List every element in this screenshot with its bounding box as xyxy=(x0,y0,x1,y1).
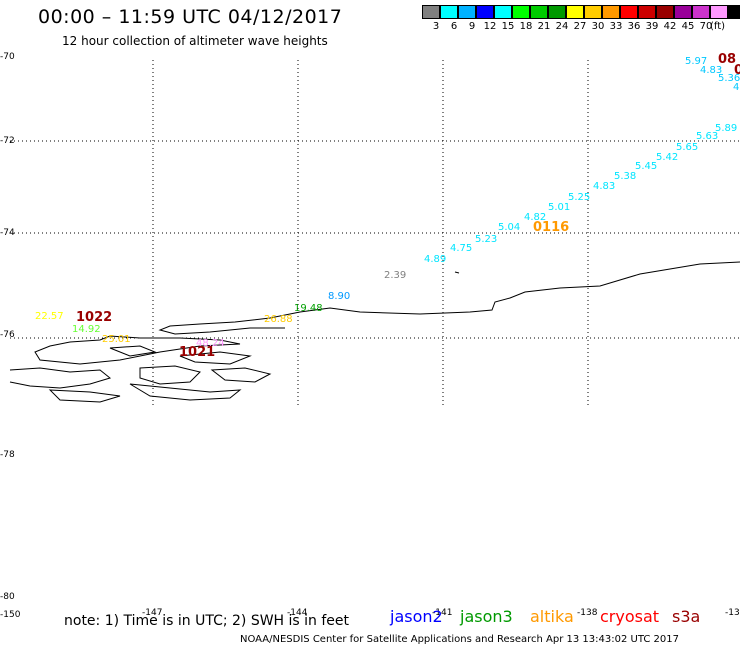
wave-height-value: 19.48 xyxy=(294,303,323,314)
wave-height-value: 5.89 xyxy=(715,123,738,134)
wave-height-value: 5.42 xyxy=(656,152,679,163)
color-swatch xyxy=(710,5,728,19)
wave-height-value: 4.89 xyxy=(424,254,447,265)
color-scale-labels: 3 6 9 12 15 18 21 24 27 30 33 36 39 42 45 70 xyxy=(422,21,740,35)
footer-note: note: 1) Time is in UTC; 2) SWH is in fe… xyxy=(64,613,350,629)
color-scale-label: 6 xyxy=(450,21,458,32)
color-swatch xyxy=(584,5,602,19)
wave-height-value: 5.36 xyxy=(718,73,740,84)
wave-height-value: 48.24 xyxy=(196,338,225,349)
color-scale-label: 36 xyxy=(627,21,641,32)
wave-height-value: 5.38 xyxy=(614,171,637,182)
wave-height-value: 25.01 xyxy=(102,334,131,345)
latitude-label: -78 xyxy=(0,450,15,460)
color-swatch xyxy=(566,5,584,19)
color-scale-label: 24 xyxy=(555,21,569,32)
latitude-label: -76 xyxy=(0,330,15,340)
wave-height-value: 4.75 xyxy=(450,243,473,254)
wave-height-value: 5.04 xyxy=(498,222,521,233)
color-scale-label: 70 xyxy=(699,21,713,32)
latitude-label: -80 xyxy=(0,592,15,602)
color-swatch xyxy=(476,5,494,19)
color-swatch xyxy=(512,5,530,19)
wave-height-value: 5.65 xyxy=(676,142,699,153)
color-scale-unit: (ft) xyxy=(710,21,726,32)
latitude-label: -72 xyxy=(0,136,15,146)
color-scale-label: 27 xyxy=(573,21,587,32)
latitude-label: -74 xyxy=(0,228,15,238)
color-scale-label: 30 xyxy=(591,21,605,32)
color-scale-label: 12 xyxy=(483,21,497,32)
wave-height-value: 5.25 xyxy=(568,192,591,203)
graticule xyxy=(10,60,740,405)
wave-height-value: 22.57 xyxy=(35,311,64,322)
latitude-label: -70 xyxy=(0,52,15,62)
color-scale-label: 3 xyxy=(432,21,440,32)
wave-height-value: 2.39 xyxy=(384,270,407,281)
credit-line: NOAA/NESDIS Center for Satellite Applica… xyxy=(240,634,679,645)
wave-height-value: 14.92 xyxy=(72,324,101,335)
wave-height-value: 8.90 xyxy=(328,291,351,302)
wave-height-value: 26.88 xyxy=(264,314,293,325)
color-swatch xyxy=(692,5,710,19)
wave-height-value: 5.45 xyxy=(635,161,658,172)
color-scale-label: 15 xyxy=(501,21,515,32)
color-scale-label: 9 xyxy=(468,21,476,32)
color-swatch xyxy=(422,5,440,19)
wave-height-value: 5.01 xyxy=(548,202,571,213)
color-swatch xyxy=(674,5,692,19)
color-swatch xyxy=(656,5,674,19)
pass-time-label: 1022 xyxy=(76,310,113,325)
wave-height-value: 4.83 xyxy=(700,65,723,76)
pass-time-label: 1021 xyxy=(179,345,216,360)
longitude-label: -141 xyxy=(432,608,453,618)
color-swatch xyxy=(638,5,656,19)
color-scale-label: 45 xyxy=(681,21,695,32)
color-scale-label: 18 xyxy=(519,21,533,32)
color-scale xyxy=(422,5,740,19)
satellite-legend-item: jason3 xyxy=(460,607,513,626)
wave-height-value: 4.82 xyxy=(524,212,547,223)
color-swatch xyxy=(494,5,512,19)
longitude-label: -144 xyxy=(287,608,308,618)
wave-height-value: 4.83 xyxy=(593,181,616,192)
color-swatch xyxy=(548,5,566,19)
color-scale-label: 33 xyxy=(609,21,623,32)
color-scale-label: 39 xyxy=(645,21,659,32)
satellite-legend-item: jason2 xyxy=(390,607,443,626)
color-swatch xyxy=(602,5,620,19)
color-scale-label: 42 xyxy=(663,21,677,32)
wave-height-value: 5.23 xyxy=(475,234,498,245)
satellite-legend-item: cryosat xyxy=(600,607,660,626)
longitude-label: -138 xyxy=(577,608,598,618)
longitude-label: -147 xyxy=(142,608,163,618)
wave-height-value: 5.63 xyxy=(696,131,719,142)
color-swatch xyxy=(458,5,476,19)
coastline xyxy=(9,261,740,403)
wave-height-value: 5.97 xyxy=(685,56,708,67)
color-swatch xyxy=(440,5,458,19)
color-scale-label: 21 xyxy=(537,21,551,32)
pass-time-label: 0116 xyxy=(533,220,570,235)
wave-height-value: 4 xyxy=(733,82,740,93)
color-swatch xyxy=(530,5,548,19)
satellite-legend-item: s3a xyxy=(672,607,701,626)
map-title: 00:00 – 11:59 UTC 04/12/2017 xyxy=(38,6,343,28)
map-subtitle: 12 hour collection of altimeter wave hei… xyxy=(62,34,328,48)
longitude-label: -150 xyxy=(0,610,21,620)
pass-time-label: 08 xyxy=(718,52,737,67)
longitude-label: -135 xyxy=(725,608,740,618)
color-swatch xyxy=(728,5,740,19)
pass-time-label: 0 xyxy=(734,63,740,78)
satellite-legend-item: altika xyxy=(530,607,574,626)
color-swatch xyxy=(620,5,638,19)
